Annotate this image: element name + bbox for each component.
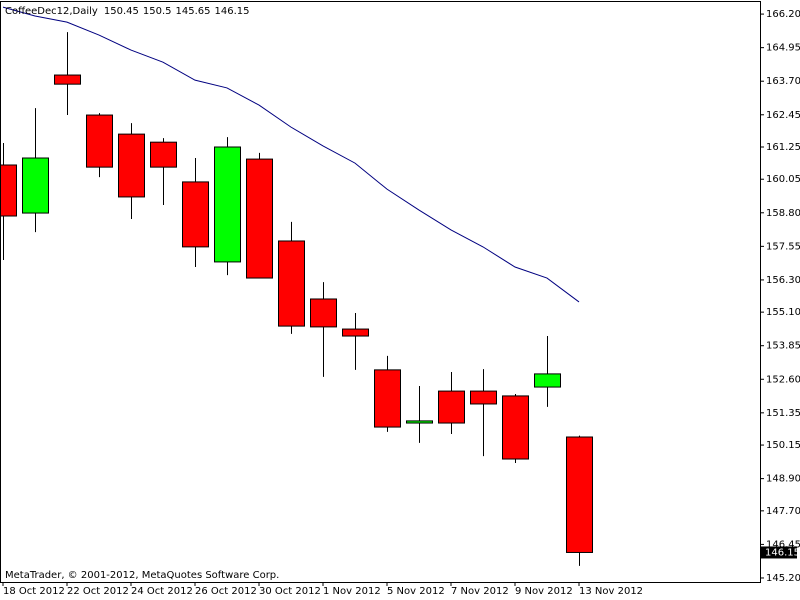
candle-body: [150, 141, 177, 168]
candle-body: [86, 114, 113, 168]
candle-body: [534, 373, 561, 388]
y-tick-label: 152.60: [766, 374, 800, 385]
plot-area: [1, 6, 593, 566]
x-tick-label: 1 Nov 2012: [323, 586, 381, 597]
y-tick-label: 153.85: [766, 341, 800, 352]
footer-copyright: MetaTrader, © 2001-2012, MetaQuotes Soft…: [5, 570, 279, 581]
y-tick-label: 151.35: [766, 408, 800, 419]
y-tick-label: 155.10: [766, 307, 800, 318]
candle-body: [470, 390, 497, 405]
candle-body: [54, 74, 81, 85]
candle-body: [246, 158, 273, 279]
header-high: 150.5: [143, 6, 172, 17]
candle-body: [342, 328, 369, 337]
x-tick-label: 9 Nov 2012: [515, 586, 573, 597]
x-tick-label: 24 Oct 2012: [131, 586, 193, 597]
chart-header: CoffeeDec12,Daily 150.45 150.5 145.65 146.15: [5, 6, 250, 17]
x-tick-label: 22 Oct 2012: [67, 586, 129, 597]
candle-body: [1, 164, 17, 217]
x-tick-label: 30 Oct 2012: [259, 586, 321, 597]
candle-body: [118, 133, 145, 198]
y-tick-label: 160.05: [766, 174, 800, 185]
candle-body: [182, 181, 209, 248]
x-tick-label: 7 Nov 2012: [451, 586, 509, 597]
header-open: 150.45: [104, 6, 139, 17]
header-close: 146.15: [215, 6, 250, 17]
y-tick-label: 156.30: [766, 275, 800, 286]
candle-body: [22, 157, 49, 214]
x-tick-label: 26 Oct 2012: [195, 586, 257, 597]
y-tick-label: 147.70: [766, 506, 800, 517]
candle-body: [502, 395, 529, 460]
candle-body: [566, 436, 593, 553]
y-tick-label: 162.45: [766, 110, 800, 121]
header-low: 145.65: [176, 6, 211, 17]
y-tick-label: 161.25: [766, 142, 800, 153]
symbol-title: CoffeeDec12,Daily: [5, 6, 98, 17]
y-tick-label: 150.15: [766, 440, 800, 451]
x-tick-label: 13 Nov 2012: [579, 586, 643, 597]
y-tick-label: 158.80: [766, 208, 800, 219]
candle-body: [310, 298, 337, 328]
y-tick-label: 166.20: [766, 9, 800, 20]
y-tick-label: 157.55: [766, 241, 800, 252]
candle-body: [214, 146, 241, 263]
plot-frame: [0, 1, 761, 583]
candle-body: [278, 240, 305, 327]
price-marker: [761, 546, 797, 559]
candle-body: [438, 390, 465, 424]
candle-body: [374, 369, 401, 428]
x-tick-label: 18 Oct 2012: [3, 586, 65, 597]
y-tick-label: 148.90: [766, 474, 800, 485]
candle-body: [406, 420, 433, 424]
price-marker-label: 146.15: [765, 547, 800, 558]
x-tick-label: 5 Nov 2012: [387, 586, 445, 597]
y-tick-label: 164.95: [766, 43, 800, 54]
y-tick-label: 163.70: [766, 76, 800, 87]
y-tick-label: 146.45: [766, 539, 800, 550]
moving-average-line: [2, 6, 580, 303]
y-tick-label: 145.20: [766, 573, 800, 584]
